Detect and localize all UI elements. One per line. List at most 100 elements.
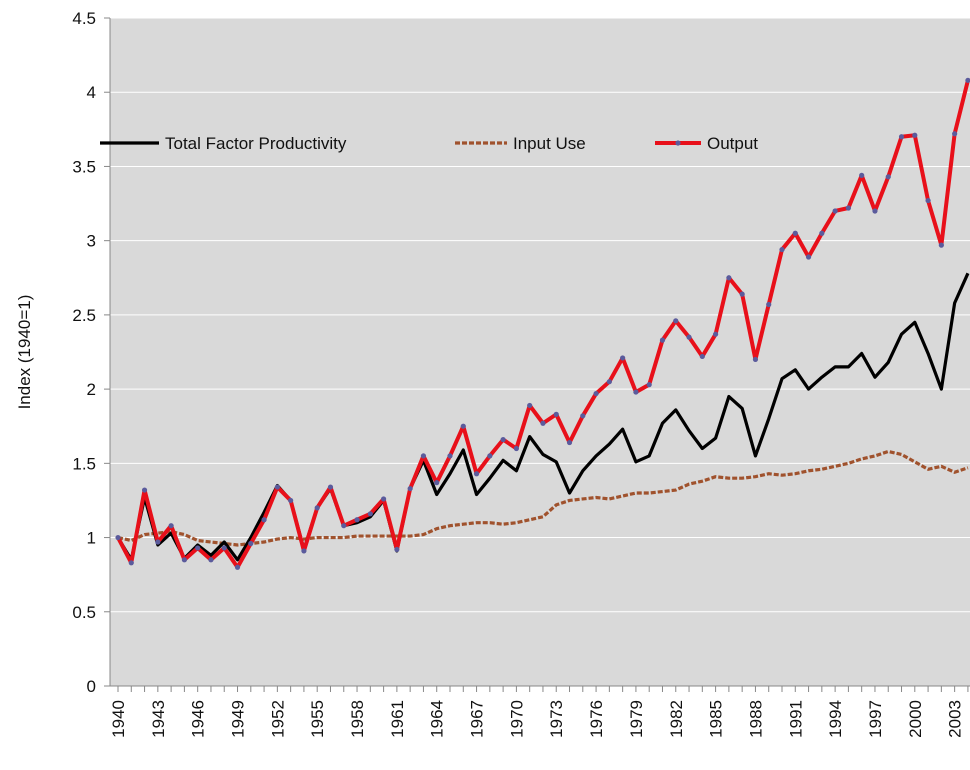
point-marker xyxy=(301,548,307,554)
point-marker xyxy=(261,517,267,523)
point-marker xyxy=(646,382,652,388)
point-marker xyxy=(952,131,958,137)
point-marker xyxy=(540,420,546,426)
point-marker xyxy=(792,230,798,236)
x-tick-label: 1988 xyxy=(746,700,765,738)
point-marker xyxy=(407,485,413,492)
point-marker xyxy=(752,356,759,363)
point-marker xyxy=(341,523,347,529)
x-tick-label: 1985 xyxy=(707,700,726,738)
point-marker xyxy=(420,453,427,459)
point-marker xyxy=(195,545,201,551)
point-marker xyxy=(473,471,480,477)
point-marker xyxy=(580,413,586,419)
point-marker xyxy=(726,275,732,281)
y-tick-label: 4 xyxy=(87,83,96,102)
x-tick-label: 1967 xyxy=(468,700,487,738)
point-marker xyxy=(168,523,174,529)
point-marker xyxy=(832,208,838,214)
point-marker xyxy=(553,411,559,417)
point-marker xyxy=(819,230,825,236)
point-marker xyxy=(938,242,944,248)
point-marker xyxy=(566,439,573,446)
y-tick-label: 1.5 xyxy=(72,454,96,473)
point-marker xyxy=(766,301,772,308)
x-tick-label: 1961 xyxy=(388,700,407,738)
x-tick-label: 1940 xyxy=(109,700,128,738)
point-marker xyxy=(327,484,334,490)
point-marker xyxy=(447,453,453,459)
point-marker xyxy=(288,497,294,504)
x-tick-label: 1982 xyxy=(667,700,686,738)
y-tick-label: 2.5 xyxy=(72,306,96,325)
point-marker xyxy=(460,423,466,429)
point-marker xyxy=(925,197,931,204)
y-tick-label: 2 xyxy=(87,380,96,399)
point-marker xyxy=(394,546,400,553)
point-marker xyxy=(354,517,360,523)
x-tick-label: 1955 xyxy=(308,700,327,738)
y-tick-label: 1 xyxy=(87,529,96,548)
point-marker xyxy=(274,484,280,490)
point-marker xyxy=(805,254,812,260)
point-marker xyxy=(513,445,520,452)
point-marker xyxy=(686,334,692,340)
point-marker xyxy=(779,246,785,253)
x-tick-label: 1976 xyxy=(587,700,606,738)
point-marker xyxy=(633,389,639,395)
y-tick-label: 0 xyxy=(87,677,96,696)
x-tick-label: 2000 xyxy=(906,700,925,738)
x-tick-label: 1970 xyxy=(507,700,526,738)
point-marker xyxy=(208,557,214,563)
series-line xyxy=(116,272,970,562)
point-marker xyxy=(965,77,970,83)
point-marker xyxy=(859,172,865,178)
x-tick-label: 1958 xyxy=(348,700,367,738)
point-marker xyxy=(872,208,878,214)
point-marker xyxy=(128,560,134,566)
legend-marker xyxy=(675,140,681,146)
point-marker xyxy=(673,318,679,324)
point-marker xyxy=(367,511,373,517)
point-marker xyxy=(234,564,241,570)
point-marker xyxy=(181,557,187,563)
point-marker xyxy=(314,505,320,511)
x-tick-label: 1964 xyxy=(428,700,447,738)
point-marker xyxy=(898,134,905,140)
plot-area xyxy=(110,18,970,686)
x-tick-label: 1979 xyxy=(627,700,646,738)
point-marker xyxy=(885,174,891,180)
x-tick-label: 1952 xyxy=(268,700,287,738)
x-tick-label: 1949 xyxy=(229,700,248,738)
point-marker xyxy=(115,534,121,541)
legend-label: Total Factor Productivity xyxy=(165,134,347,153)
y-tick-label: 4.5 xyxy=(72,9,96,28)
legend-label: Input Use xyxy=(513,134,586,153)
point-marker xyxy=(845,205,852,211)
x-tick-label: 2003 xyxy=(946,700,965,738)
point-marker xyxy=(500,436,506,443)
point-marker xyxy=(912,132,918,138)
point-marker xyxy=(155,539,161,545)
y-tick-label: 3.5 xyxy=(72,157,96,176)
point-marker xyxy=(221,545,227,551)
series-line xyxy=(117,449,969,547)
point-marker xyxy=(248,540,254,547)
x-tick-label: 1997 xyxy=(866,700,885,738)
x-tick-label: 1973 xyxy=(547,700,566,738)
point-marker xyxy=(699,353,705,360)
point-marker xyxy=(434,480,440,486)
point-marker xyxy=(527,402,533,409)
y-tick-label: 0.5 xyxy=(72,603,96,622)
point-marker xyxy=(659,337,666,343)
point-marker xyxy=(713,331,719,337)
x-tick-label: 1994 xyxy=(826,700,845,738)
y-axis-label: Index (1940=1) xyxy=(15,295,34,410)
point-marker xyxy=(739,291,745,297)
legend-label: Output xyxy=(707,134,758,153)
x-tick-label: 1991 xyxy=(786,700,805,738)
x-tick-label: 1946 xyxy=(189,700,208,738)
point-marker xyxy=(141,487,148,493)
